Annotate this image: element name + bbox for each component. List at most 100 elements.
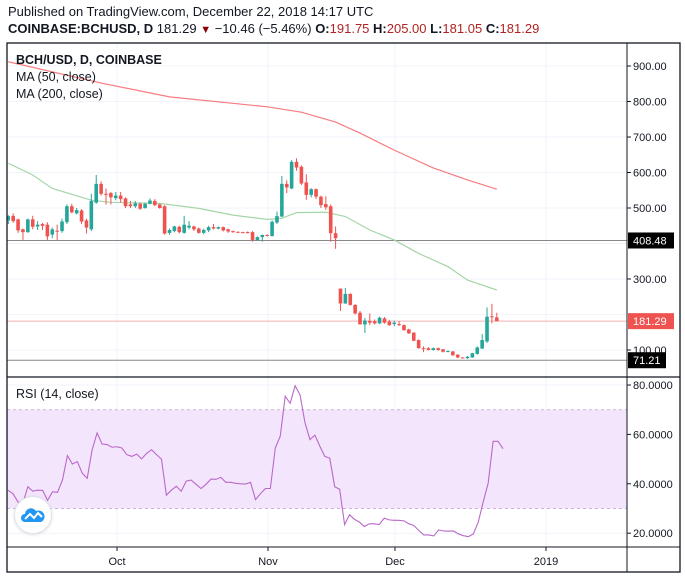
candle-down [45,224,50,237]
candle-up [201,230,206,233]
candle-up [206,227,211,231]
candle-down [245,232,250,234]
candle-up [35,224,40,227]
candle-down [109,193,113,198]
ma50-legend[interactable]: MA (50, close) [16,70,96,84]
candle-down [250,232,255,240]
candle-up [133,203,138,207]
price-tag [628,232,674,249]
candle-down [231,231,235,233]
candle-up [182,224,186,233]
candle-down [240,232,245,234]
candle-down [333,233,338,239]
candle-down [328,206,333,234]
candle-up [65,206,69,223]
candle-down [407,329,411,334]
candle-up [475,347,480,354]
candle-up [485,316,489,342]
price-change: −10.46 (−5.46%) [214,21,312,36]
candle-up [89,200,94,230]
candle-down [314,189,318,197]
candle-up [143,203,147,208]
price-tag-label: 408.48 [633,235,667,247]
candle-down [353,304,357,314]
rsi-tick-label: 80.0000 [633,380,673,392]
candle-down [55,230,59,232]
candle-down [367,320,372,323]
candle-up [470,353,475,358]
candle-down [304,182,309,195]
candle-down [284,183,289,188]
candle-down [455,354,460,358]
close-label: C: [485,21,500,36]
candle-down [402,325,406,331]
candle-down [426,348,431,350]
candle-down [221,227,226,231]
rsi-legend[interactable]: RSI (14, close) [16,387,99,401]
price-tag-label: 181.29 [633,316,667,328]
chart-title: BCH/USD, D, COINBASE [16,53,162,67]
candle-up [167,230,172,233]
open-value: 191.75 [329,21,370,36]
candle-down [153,200,157,206]
candle-down [421,348,426,350]
candle-up [446,351,450,353]
rsi-tick-label: 40.0000 [633,479,673,491]
rsi-line [7,384,504,538]
candle-down [460,357,465,359]
candle-up [255,237,260,240]
candle-up [60,221,64,232]
price-tag [628,352,666,369]
candle-down [79,210,84,222]
candle-down [21,229,25,233]
candle-down [70,206,74,213]
ma200-legend[interactable]: MA (200, close) [16,87,103,101]
price-tick-label: 900.00 [633,61,667,73]
candle-down [265,234,270,236]
candle-down [192,226,196,230]
close-value: 181.29 [499,21,540,36]
rsi-tick-label: 20.0000 [633,528,673,540]
candle-up [26,219,30,233]
candle-down [324,204,328,208]
candle-up [94,183,99,203]
rsi-tick-label: 60.0000 [633,429,673,441]
candle-up [187,225,191,228]
high-value: 205.00 [386,21,427,36]
candle-up [431,348,436,350]
tradingview-logo[interactable] [14,496,52,534]
candle-up [270,221,274,237]
candle-up [363,320,367,325]
candle-up [6,216,11,221]
price-tick-label: 300.00 [633,274,667,286]
candle-down [157,204,162,208]
candle-down [123,198,128,207]
candle-down [16,219,20,231]
candle-up [50,229,55,235]
low-value: 181.05 [442,21,483,36]
candle-down [30,219,35,227]
candle-down [495,317,499,322]
candle-down [358,312,362,325]
candle-up [280,183,284,217]
price-tick-label: 600.00 [633,168,667,180]
low-label: L: [430,21,443,36]
candle-down [162,206,167,234]
high-label: H: [373,21,387,36]
candle-down [387,321,392,326]
candle-down [338,288,343,304]
price-tick-label: 500.00 [633,203,667,215]
price-tag [628,313,674,330]
candle-up [172,226,177,232]
candle-down [40,223,45,226]
price-tag-label: 71.21 [633,355,661,367]
candle-down [104,193,108,195]
candle-up [465,356,470,359]
published-line: Published on TradingView.com, December 2… [8,4,374,19]
candle-up [74,210,79,214]
candle-down [177,226,182,233]
candle-down [382,318,387,323]
symbol: COINBASE:BCHUSD, D [8,21,154,36]
time-tick-label: Dec [385,556,405,568]
